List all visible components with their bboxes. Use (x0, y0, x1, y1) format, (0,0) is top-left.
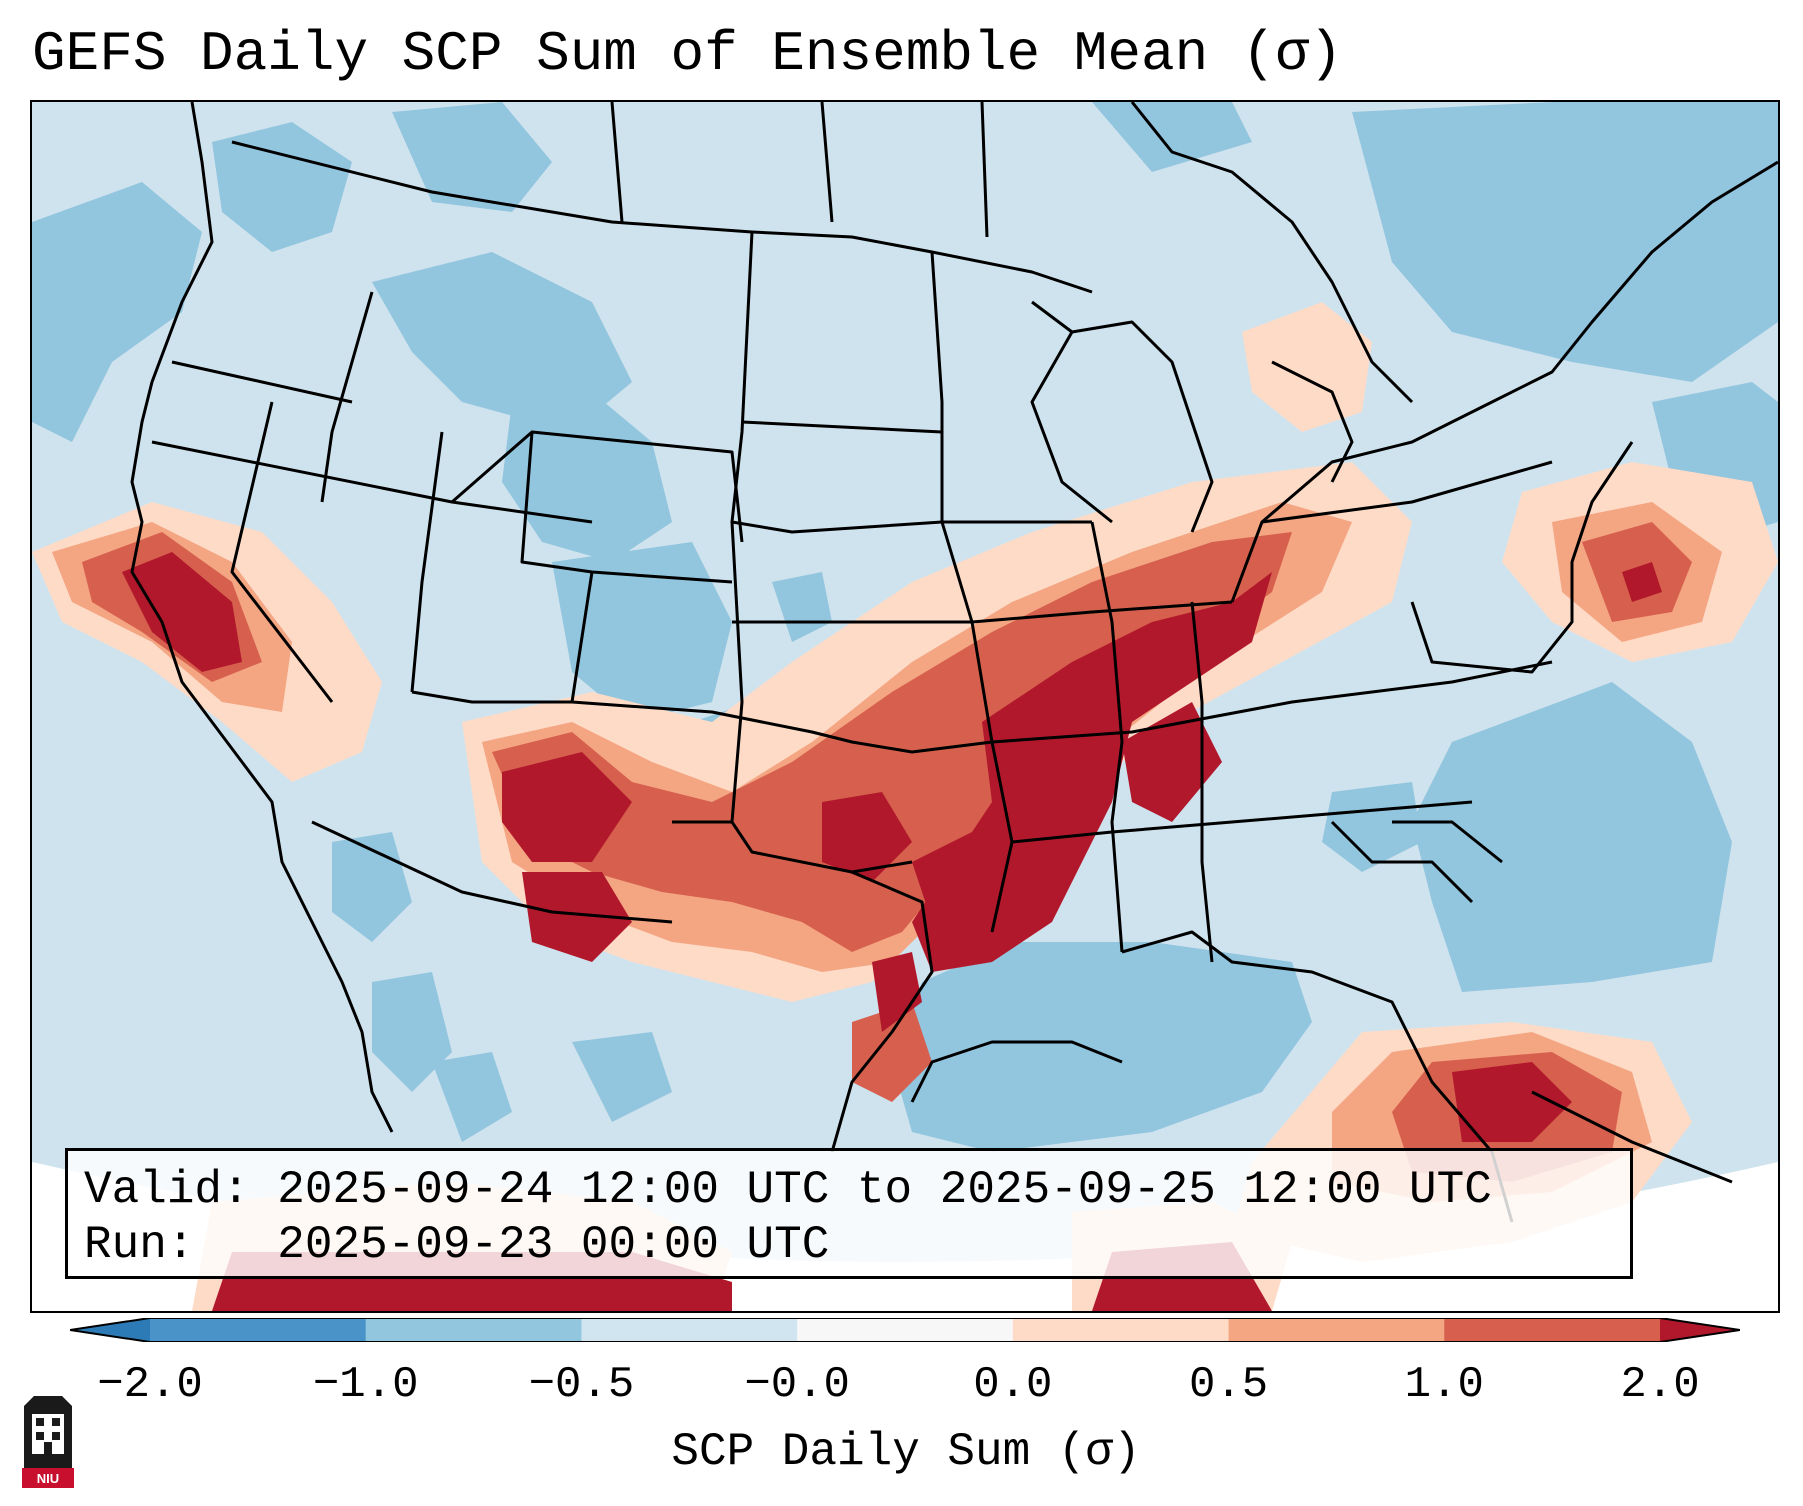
colorbar-segment (1444, 1318, 1661, 1342)
colorbar-segment (1012, 1318, 1230, 1342)
colorbar-segment (1228, 1318, 1445, 1342)
colorbar-segment (150, 1318, 367, 1342)
scp-map (32, 102, 1778, 1311)
colorbar-segment (365, 1318, 582, 1342)
colorbar-tick-label: 0.5 (1188, 1360, 1269, 1410)
colorbar-tick-label: −0.5 (528, 1360, 635, 1410)
colorbar-tick-label: −1.0 (312, 1360, 419, 1410)
colorbar-tick-label: 1.0 (1404, 1360, 1484, 1410)
colorbar-tick-label: −0.0 (744, 1360, 850, 1410)
niu-logo: NIU (22, 1396, 74, 1488)
colorbar-extend-low (70, 1318, 150, 1342)
chart-title: GEFS Daily SCP Sum of Ensemble Mean (σ) (32, 22, 1343, 86)
colorbar-tick-label: −2.0 (97, 1360, 203, 1410)
colorbar-tick-label: 0.0 (973, 1360, 1053, 1410)
run-label: Run: (84, 1219, 195, 1271)
valid-value: 2025-09-24 12:00 UTC to 2025-09-25 12:00… (277, 1164, 1492, 1216)
state-and-country-borders (130, 102, 1778, 1223)
valid-label: Valid: (84, 1164, 250, 1216)
colorbar-label: SCP Daily Sum (σ) (671, 1426, 1141, 1478)
valid-time-box: Valid: 2025-09-24 12:00 UTC to 2025-09-2… (65, 1148, 1633, 1279)
logo-text: NIU (37, 1471, 59, 1486)
colorbar-segment (581, 1318, 798, 1342)
colorbar (70, 1318, 1740, 1342)
colorbar-segment (797, 1318, 1014, 1342)
colorbar-extend-high (1660, 1318, 1740, 1342)
colorbar-tick-label: 2.0 (1620, 1360, 1700, 1410)
run-value: 2025-09-23 00:00 UTC (277, 1219, 830, 1271)
map-panel (30, 100, 1780, 1313)
